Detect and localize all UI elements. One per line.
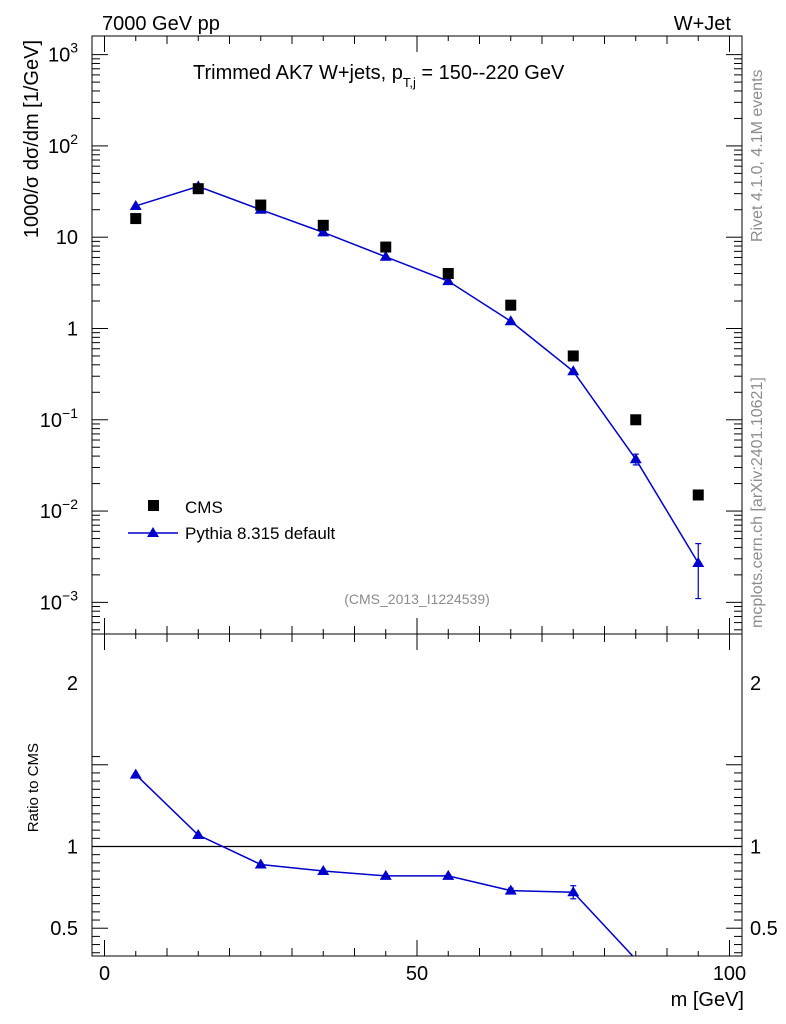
ratio-point [192, 829, 205, 840]
ratio-y-tick-label-right: 2 [750, 673, 761, 695]
x-tick-label: 0 [99, 963, 110, 985]
legend: CMS Pythia 8.315 default [128, 498, 336, 543]
y-tick-label: 102 [48, 131, 78, 158]
y-tick-base: 1 [67, 318, 78, 340]
legend-marker-cms [148, 500, 159, 511]
ratio-xlabel: m [GeV] [671, 989, 744, 1011]
y-tick-label: 103 [48, 40, 78, 67]
legend-label-cms: CMS [185, 498, 223, 517]
y-tick-base: 10 [40, 501, 62, 523]
main-ylabel: 1000/σ dσ/dm [1/GeV] [21, 40, 43, 238]
y-tick-label: 10 [56, 227, 78, 249]
ratio-point [317, 865, 330, 876]
y-tick-label: 1 [67, 318, 78, 340]
ratio-point [442, 869, 455, 880]
cms-point [255, 199, 267, 211]
ratio-y-tick-label-right: 0.5 [750, 918, 778, 940]
header-left: 7000 GeV pp [102, 13, 220, 35]
y-tick-base: 10 [48, 45, 70, 67]
y-tick-label: 10−1 [40, 405, 78, 432]
ratio-series-line [135, 774, 634, 956]
y-tick-base: 10 [40, 592, 62, 614]
mcplots-label: mcplots.cern.ch [arXiv:2401.10621] [749, 377, 766, 628]
pythia-series-line [135, 185, 699, 564]
ratio-point [254, 858, 267, 869]
ratio-point [379, 869, 392, 880]
main-plot-frame [91, 35, 743, 635]
ratio-plot-frame [91, 633, 743, 957]
pythia-point [629, 453, 642, 464]
x-tick-label: 50 [406, 963, 428, 985]
header-right: W+Jet [674, 13, 732, 35]
y-tick-exponent: 2 [70, 131, 78, 147]
cms-point [380, 241, 392, 253]
ratio-ylabel: Ratio to CMS [25, 743, 42, 832]
ratio-point [567, 886, 580, 897]
y-tick-label: 10−2 [40, 496, 78, 523]
ratio-y-tick-label-left: 1 [67, 836, 78, 858]
cms-point [692, 489, 704, 501]
y-tick-exponent: −3 [62, 587, 78, 603]
ratio-series-group [129, 768, 634, 956]
main-title-tail: = 150--220 GeV [416, 62, 565, 84]
x-tick-label: 100 [713, 963, 746, 985]
ratio-y-tick-label-right: 1 [750, 836, 761, 858]
pythia-point [129, 199, 142, 210]
y-tick-base: 10 [56, 227, 78, 249]
pythia-point [504, 315, 517, 326]
ratio-y-tick-label-left: 2 [67, 673, 78, 695]
cms-point [130, 213, 142, 225]
pythia-point [442, 275, 455, 286]
ratio-point [504, 884, 517, 895]
ratio-y-tick-label-left: 0.5 [50, 918, 78, 940]
y-tick-exponent: −1 [62, 405, 78, 421]
pythia-point [317, 226, 330, 237]
cms-point [567, 350, 579, 362]
rivet-label: Rivet 4.1.0, 4.1M events [749, 69, 766, 242]
cms-point [192, 183, 204, 195]
cms-point [317, 219, 329, 231]
y-tick-label: 10−3 [40, 587, 78, 614]
analysis-watermark: (CMS_2013_I1224539) [344, 591, 490, 607]
ratio-point [129, 768, 142, 779]
y-tick-base: 10 [48, 136, 70, 158]
y-tick-exponent: −2 [62, 496, 78, 512]
y-tick-base: 10 [40, 410, 62, 432]
y-tick-exponent: 3 [70, 40, 78, 56]
main-title-sub: T,j [403, 75, 416, 90]
pythia-point [567, 365, 580, 376]
pythia-point [692, 556, 705, 567]
cms-point [442, 268, 454, 280]
pythia-point [379, 250, 392, 261]
main-title-text: Trimmed AK7 W+jets, p [193, 62, 403, 84]
legend-label-pythia: Pythia 8.315 default [185, 524, 336, 543]
cms-point [630, 414, 642, 426]
legend-marker-pythia [147, 527, 159, 537]
cms-point [505, 299, 517, 311]
main-title: Trimmed AK7 W+jets, pT,j = 150--220 GeV [193, 62, 565, 90]
